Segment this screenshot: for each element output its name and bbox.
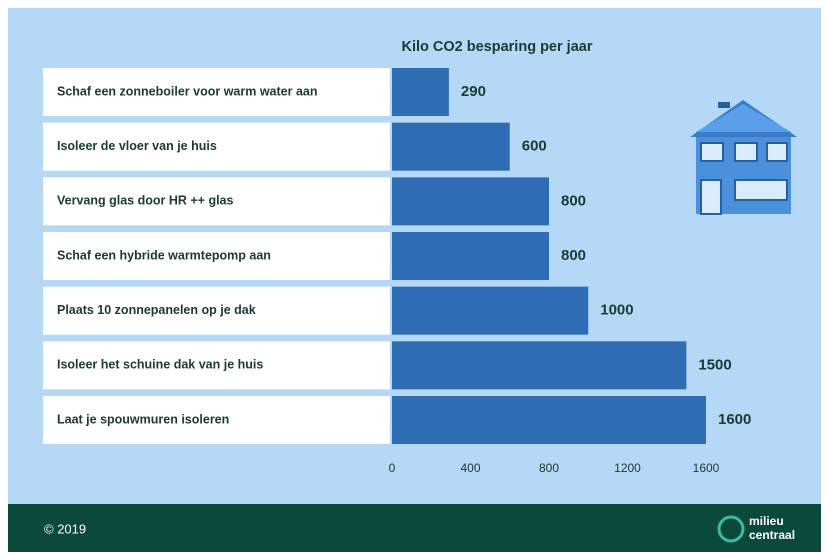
category-label: Vervang glas door HR ++ glas	[57, 194, 234, 208]
label-box	[43, 286, 390, 335]
value-label: 1600	[718, 411, 751, 428]
label-box	[43, 177, 390, 226]
value-label: 800	[561, 247, 586, 264]
label-box	[43, 232, 390, 281]
category-label: Laat je spouwmuren isoleren	[57, 412, 229, 426]
category-label: Schaf een zonneboiler voor warm water aa…	[57, 84, 318, 98]
category-label: Isoleer het schuine dak van je huis	[57, 358, 263, 372]
logo-mark	[717, 515, 745, 543]
chart-title: Kilo CO2 besparing per jaar	[402, 39, 593, 55]
bar	[392, 68, 449, 116]
footer-bar	[8, 504, 821, 552]
bar	[392, 177, 549, 226]
label-box	[43, 68, 390, 116]
x-tick-label: 1600	[693, 461, 720, 475]
bar	[392, 341, 687, 390]
category-label: Plaats 10 zonnepanelen op je dak	[57, 303, 256, 317]
house-icon	[690, 100, 797, 215]
value-label: 600	[522, 138, 547, 155]
logo-text: centraal	[749, 528, 795, 542]
value-label: 1500	[698, 356, 731, 373]
bar	[392, 286, 589, 335]
bar	[392, 232, 549, 281]
label-box	[43, 341, 390, 390]
x-tick-label: 1200	[614, 461, 641, 475]
value-label: 1000	[600, 302, 633, 319]
x-tick-label: 400	[460, 461, 480, 475]
value-label: 290	[461, 83, 486, 100]
x-tick-label: 800	[539, 461, 559, 475]
x-tick-label: 0	[389, 461, 396, 475]
label-box	[43, 396, 390, 445]
bar	[392, 122, 510, 171]
category-label: Schaf een hybride warmtepomp aan	[57, 248, 271, 262]
category-label: Isoleer de vloer van je huis	[57, 139, 217, 153]
bar	[392, 396, 706, 445]
logo-text: milieu	[749, 514, 784, 528]
copyright: © 2019	[44, 521, 86, 536]
label-box	[43, 122, 390, 171]
value-label: 800	[561, 192, 586, 209]
